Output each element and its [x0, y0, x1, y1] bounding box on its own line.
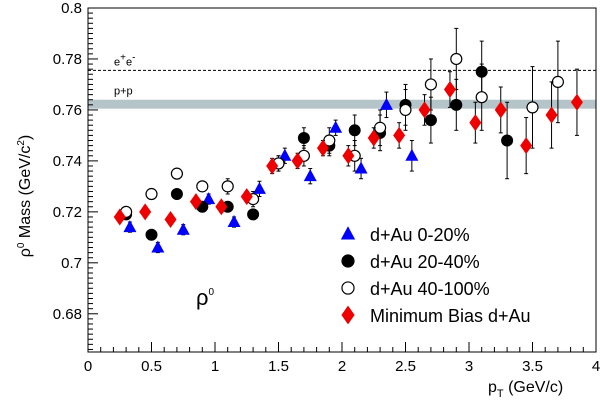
legend-label: d+Au 20-40%	[370, 252, 480, 272]
ee-reference-label: e+e-	[114, 52, 135, 68]
y-tick-label: 0.8	[61, 0, 82, 17]
reference-band-layer	[88, 69, 596, 109]
minbias-marker	[342, 147, 355, 165]
dau-40-100-marker	[450, 52, 463, 66]
dau-40-100-marker	[475, 91, 488, 104]
legend-label: Minimum Bias d+Au	[370, 306, 531, 326]
y-tick-label: 0.76	[53, 102, 82, 119]
data-layer	[113, 27, 583, 254]
dau-0-20-marker	[405, 148, 419, 161]
dau-0-20-marker	[303, 169, 317, 182]
minbias-marker	[164, 210, 177, 228]
dau-40-100-marker	[551, 75, 565, 88]
minbias-marker	[113, 208, 126, 226]
legend: d+Au 0-20% d+Au 20-40% d+Au 40-100% Minimum…	[340, 225, 531, 326]
dau-0-20-marker	[151, 240, 165, 253]
dau-0-20-marker	[329, 120, 343, 133]
x-tick-label: 1	[211, 358, 219, 375]
dau-0-20-marker	[176, 222, 190, 235]
plot-frame	[87, 7, 597, 353]
x-tick-label: 0.5	[141, 358, 162, 375]
minbias-marker	[570, 93, 583, 111]
minbias-marker	[266, 157, 279, 175]
legend-dau-40-100-marker	[341, 281, 355, 295]
legend-dau-20-40-marker	[341, 254, 355, 268]
dau-0-20-marker	[202, 192, 216, 205]
minbias-marker	[189, 193, 202, 211]
x-tick-label: 4	[592, 358, 600, 375]
x-tick-label: 3.5	[522, 358, 543, 375]
dau-20-40-marker	[450, 98, 463, 111]
pp-reference-label: p+p	[114, 86, 133, 98]
y-tick-label: 0.72	[53, 204, 82, 221]
dau-20-40-marker	[297, 131, 310, 144]
x-tick-label: 0	[84, 358, 92, 375]
minbias-marker	[367, 129, 380, 147]
dau-0-20-marker	[252, 181, 266, 194]
dau-20-40-marker	[424, 114, 437, 127]
x-axis-title: pT (GeV/c)	[488, 379, 563, 400]
dau-0-20-marker	[354, 161, 368, 174]
pp-reference-band	[88, 99, 596, 109]
x-tick-label: 2	[338, 358, 346, 375]
y-tick-label: 0.78	[53, 51, 82, 68]
dau-40-100-marker	[399, 103, 412, 117]
legend-minbias-marker	[341, 305, 355, 325]
dau-0-20-marker	[278, 148, 292, 161]
dau-40-100-marker	[374, 121, 387, 134]
minbias-marker	[215, 198, 228, 216]
minbias-marker	[494, 101, 507, 119]
dau-40-100-marker	[526, 101, 539, 114]
dau-0-20-marker	[123, 220, 137, 233]
minbias-marker	[240, 188, 253, 206]
dau-20-40-marker	[501, 134, 514, 147]
minbias-marker	[291, 152, 304, 170]
x-tick-label: 1.5	[268, 358, 289, 375]
dau-20-40-marker	[170, 188, 183, 201]
dau-40-100-marker	[196, 180, 209, 193]
dau-0-20-marker	[227, 215, 241, 228]
axes-layer: 0 0.5 1 1.5 2 2.5 3 3.5 4 0.68 0.7 0.72 0.74 0.76 0.78…	[53, 0, 600, 375]
y-tick-label: 0.68	[53, 306, 82, 323]
minbias-marker	[316, 139, 329, 157]
legend-label: d+Au 40-100%	[370, 279, 490, 299]
rho-annotation: ρ0	[196, 285, 215, 310]
dau-40-100-marker	[145, 187, 158, 201]
legend-label: d+Au 0-20%	[370, 225, 470, 245]
dau-20-40-marker	[145, 228, 158, 241]
dau-40-100-marker	[170, 167, 183, 180]
minbias-marker	[139, 203, 152, 221]
minbias-marker	[545, 106, 558, 124]
dau-0-20-marker	[379, 97, 393, 110]
minbias-marker	[469, 114, 482, 132]
minbias-marker	[393, 126, 406, 144]
minbias-marker	[443, 81, 456, 99]
dau-40-100-marker	[424, 78, 437, 91]
legend-dau-0-20-marker	[340, 226, 356, 240]
minbias-marker	[418, 101, 431, 119]
y-axis-title: ρ0 Mass (GeV/c2)	[16, 135, 34, 257]
x-tick-label: 3	[465, 358, 473, 375]
y-tick-label: 0.74	[53, 153, 82, 170]
dau-20-40-marker	[247, 208, 260, 221]
minbias-marker	[520, 137, 533, 155]
y-tick-label: 0.7	[61, 255, 82, 272]
dau-40-100-marker	[221, 180, 234, 193]
x-tick-label: 2.5	[395, 358, 416, 375]
dau-20-40-marker	[348, 124, 361, 137]
